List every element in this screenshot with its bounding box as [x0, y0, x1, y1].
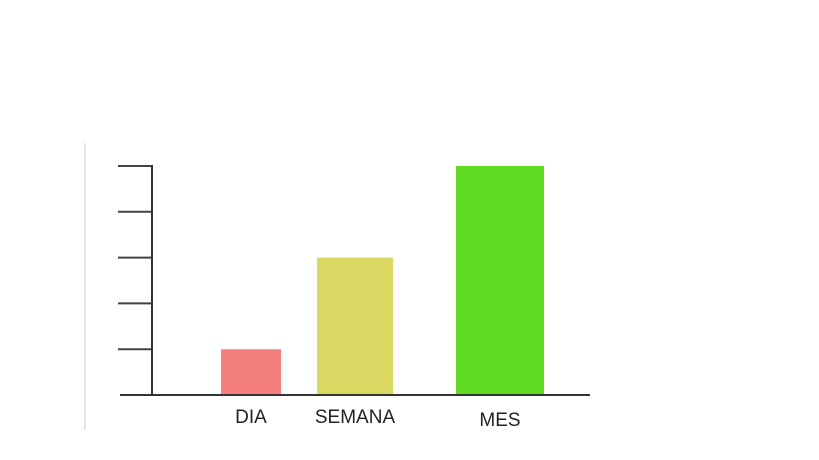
x-tick-label: MES	[479, 410, 520, 431]
bar-semana	[317, 257, 393, 395]
bar-mes	[456, 166, 544, 395]
bar-dia	[221, 349, 281, 395]
panel-edge	[84, 143, 86, 430]
x-tick-label: SEMANA	[315, 407, 396, 428]
x-tick-label: DIA	[235, 407, 267, 428]
